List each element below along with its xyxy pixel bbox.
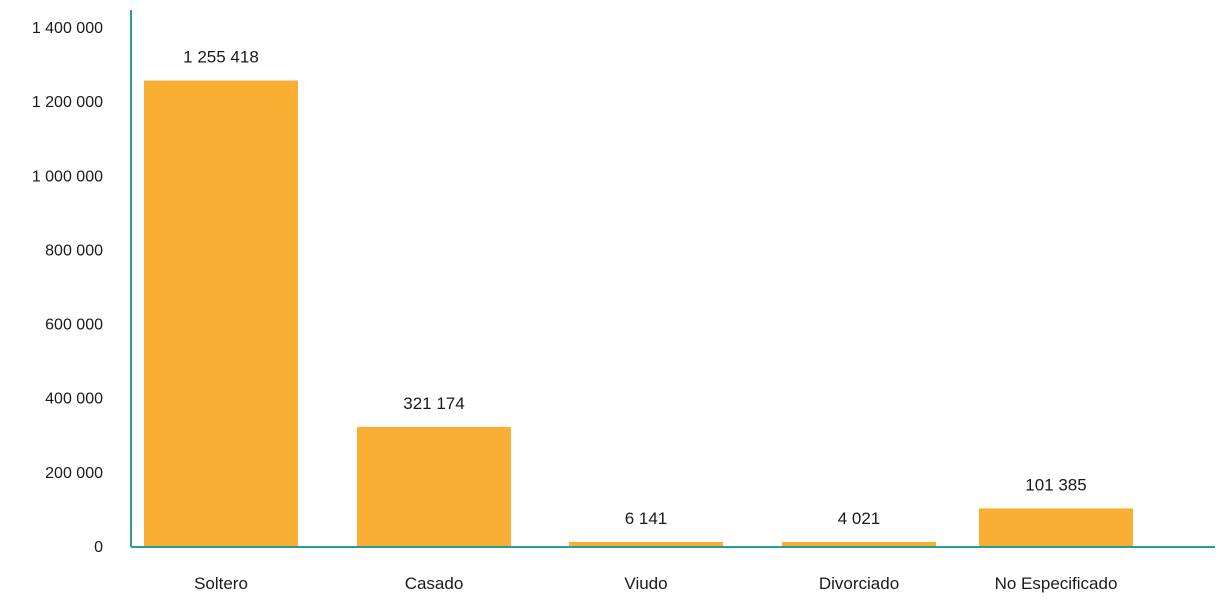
y-tick-label: 1 000 000	[32, 168, 103, 185]
y-tick-label: 600 000	[45, 317, 103, 334]
bar-value-labels: 1 255 418 321 174 6 141 4 021 101 385	[183, 48, 1087, 528]
bar	[782, 542, 936, 546]
x-axis-category-labels: Soltero Casado Viudo Divorciado No Especific…	[194, 574, 1117, 593]
y-tick-label: 1 200 000	[32, 94, 103, 111]
bar	[569, 542, 723, 546]
x-category-label: Casado	[405, 574, 464, 593]
y-tick-label: 1 400 000	[32, 20, 103, 37]
y-tick-label: 400 000	[45, 391, 103, 408]
x-category-label: No Especificado	[995, 574, 1118, 593]
y-axis-tick-labels: 0 200 000 400 000 600 000 800 000 1 000 000 1 …	[32, 20, 103, 556]
x-category-label: Soltero	[194, 574, 248, 593]
bar	[144, 80, 298, 547]
x-category-label: Viudo	[624, 574, 667, 593]
x-category-label: Divorciado	[819, 574, 899, 593]
bar	[357, 426, 511, 546]
bar-value-label: 101 385	[1025, 475, 1086, 494]
bar-value-label: 321 174	[403, 394, 464, 413]
bar-value-label: 1 255 418	[183, 48, 259, 67]
y-tick-label: 800 000	[45, 242, 103, 259]
y-tick-label: 0	[94, 539, 103, 556]
bar-value-label: 6 141	[625, 509, 668, 528]
bars	[144, 80, 1133, 547]
bar-value-label: 4 021	[838, 509, 881, 528]
bar	[979, 508, 1133, 546]
y-tick-label: 200 000	[45, 465, 103, 482]
